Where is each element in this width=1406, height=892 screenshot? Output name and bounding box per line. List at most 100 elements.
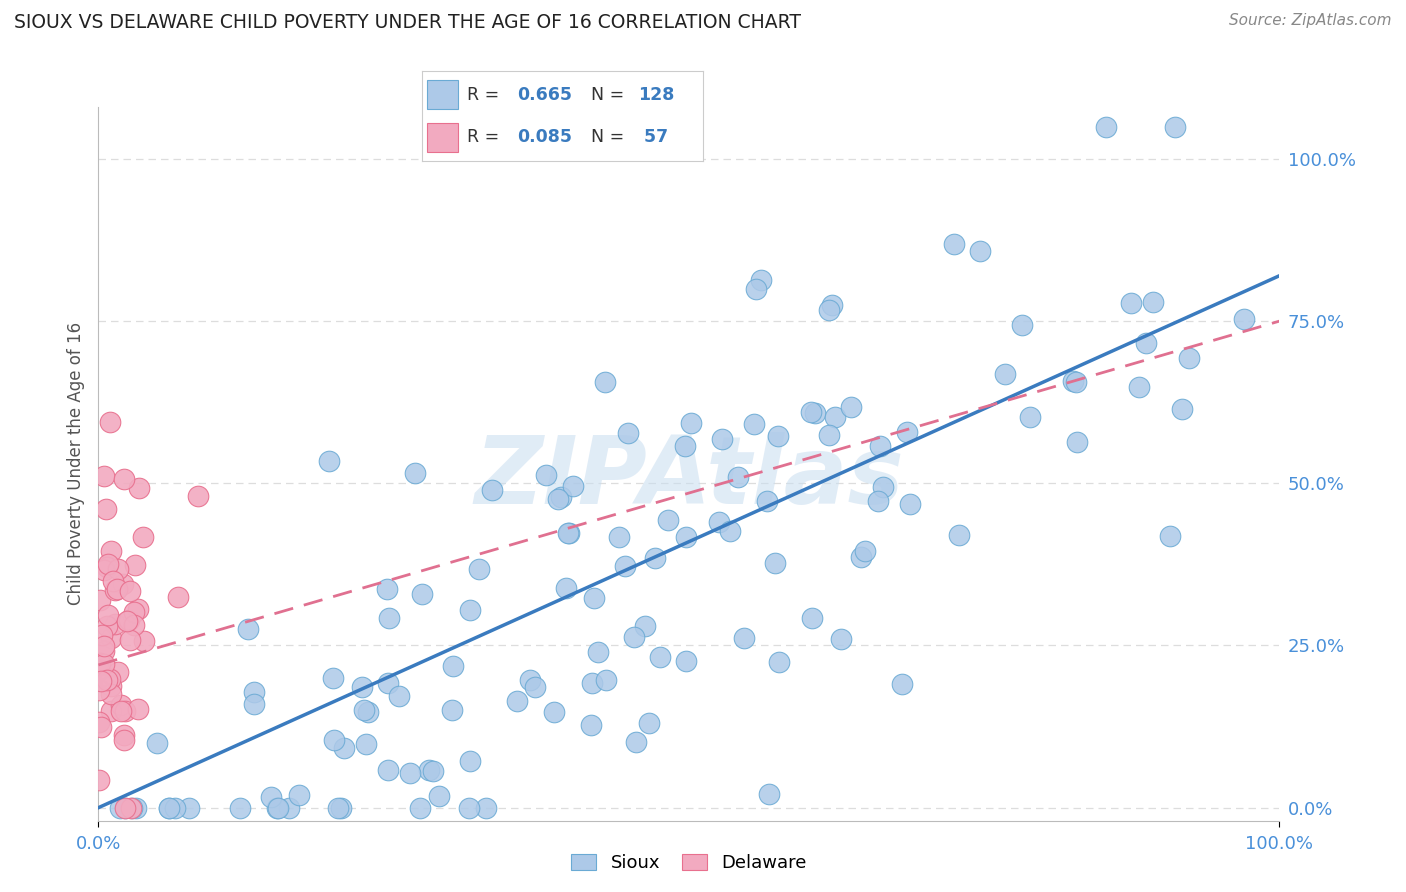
Delaware [93,639,115,653]
Sioux [586,645,609,659]
Sioux [994,368,1017,382]
Sioux [377,676,399,690]
Sioux [357,705,380,719]
Sioux [679,417,702,431]
Sioux [1011,318,1033,333]
Sioux [804,406,827,420]
Sioux [673,439,696,453]
Delaware [98,672,121,686]
Text: SIOUX VS DELAWARE CHILD POVERTY UNDER THE AGE OF 16 CORRELATION CHART: SIOUX VS DELAWARE CHILD POVERTY UNDER TH… [14,13,801,32]
Sioux [323,732,346,747]
Text: ZIPAtlas: ZIPAtlas [474,432,904,524]
Sioux [948,528,970,542]
Sioux [404,466,426,480]
Sioux [710,432,733,446]
Delaware [127,602,149,616]
Sioux [853,544,876,558]
Sioux [607,530,630,544]
Sioux [260,790,283,805]
Sioux [675,654,697,668]
Sioux [581,675,603,690]
Sioux [869,439,891,453]
Sioux [638,715,661,730]
Sioux [755,494,778,508]
Sioux [718,524,741,538]
Sioux [157,800,180,814]
Sioux [582,591,605,605]
Text: N =: N = [591,86,624,103]
Sioux [613,559,636,574]
Sioux [727,470,749,484]
Sioux [409,800,432,814]
Sioux [377,764,399,778]
Delaware [98,672,121,686]
Delaware [111,577,134,591]
Delaware [98,415,121,429]
Delaware [124,558,146,572]
Delaware [96,619,118,633]
Delaware [134,633,156,648]
Sioux [388,689,411,703]
Delaware [127,702,149,716]
Sioux [1135,336,1157,351]
Sioux [800,405,823,419]
Sioux [333,740,356,755]
Delaware [90,673,112,688]
Sioux [475,800,498,814]
Sioux [375,582,398,596]
Text: R =: R = [467,86,499,103]
Delaware [118,613,141,627]
Delaware [114,800,136,814]
Sioux [399,765,422,780]
Text: 57: 57 [638,128,668,146]
Sioux [354,737,377,751]
Sioux [177,800,200,814]
Sioux [519,673,541,688]
Sioux [1170,401,1192,416]
Delaware [187,489,209,503]
Sioux [266,800,288,814]
Sioux [617,425,640,440]
Sioux [418,764,440,778]
Sioux [839,400,862,414]
Sioux [891,676,914,690]
Sioux [1062,375,1084,389]
Sioux [422,764,444,778]
Sioux [1178,351,1201,365]
Text: 0.665: 0.665 [517,86,572,103]
Sioux [555,581,578,595]
Sioux [763,556,786,570]
Sioux [458,603,481,617]
Text: N =: N = [591,128,624,146]
Delaware [93,468,115,483]
Sioux [125,800,148,814]
Sioux [969,244,991,258]
Sioux [326,800,349,814]
Sioux [733,631,755,645]
Sioux [818,428,841,442]
Sioux [868,494,890,508]
Delaware [96,559,118,574]
Delaware [103,574,125,588]
Delaware [87,682,110,697]
Sioux [595,376,617,390]
Sioux [1119,296,1142,310]
Delaware [89,656,111,670]
Sioux [817,303,839,318]
Sioux [943,237,966,252]
Delaware [93,657,115,671]
Sioux [644,550,666,565]
Sioux [505,694,527,708]
Sioux [481,483,503,498]
Sioux [675,531,697,545]
Sioux [595,673,617,687]
Sioux [824,410,846,425]
Delaware [100,679,122,693]
Delaware [96,673,118,688]
Sioux [872,479,894,493]
Text: 0.085: 0.085 [517,128,572,146]
Delaware [112,733,135,747]
Sioux [633,619,655,633]
Sioux [851,549,873,564]
Delaware [120,800,142,814]
